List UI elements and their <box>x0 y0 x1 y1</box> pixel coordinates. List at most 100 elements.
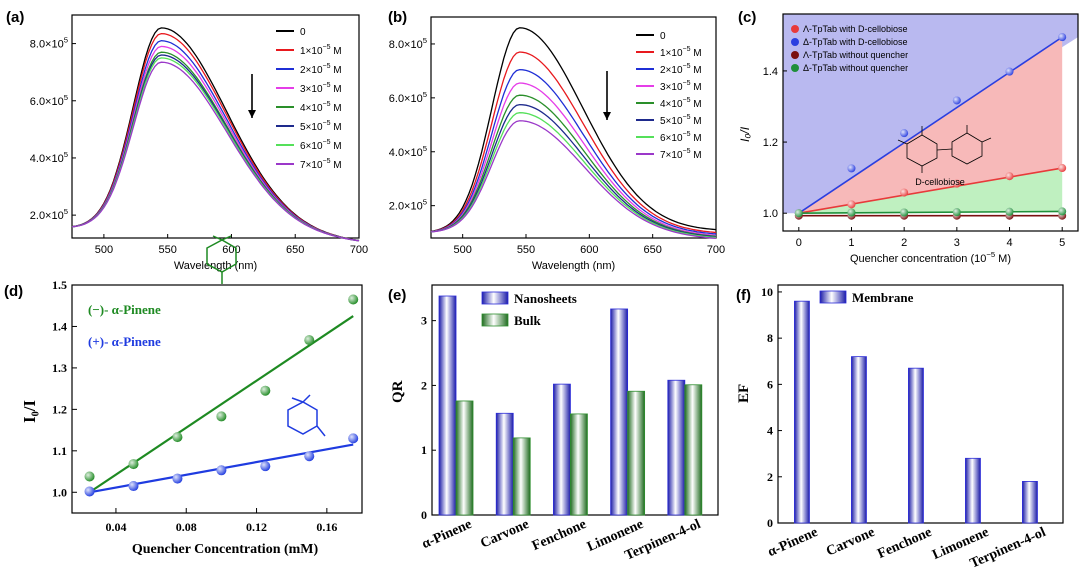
f-bar-0-2 <box>908 367 924 524</box>
b-x-tick-label: 550 <box>517 244 535 256</box>
c-legend-marker-2 <box>791 51 799 59</box>
c-point-shine-0-5 <box>1058 164 1067 173</box>
a-series-line-7 <box>71 61 360 242</box>
d-point-shine-0-5 <box>304 335 315 346</box>
f-y-tick-label: 2 <box>767 470 773 484</box>
panel-label-c: (c) <box>738 9 756 26</box>
e-legend-swatch-0 <box>481 291 509 305</box>
a-x-tick-label: 550 <box>158 244 176 256</box>
d-point-shine-0-6 <box>348 294 359 305</box>
f-bar-0-4 <box>1022 481 1038 524</box>
d-point-shine-1-5 <box>304 451 315 462</box>
panel-label-a: (a) <box>6 9 24 26</box>
panel-label-b: (b) <box>388 9 407 26</box>
d-point-shine-0-2 <box>172 432 183 443</box>
a-legend-label-2: 2×10−5 M <box>300 63 342 76</box>
d-y-tick-label: 1.4 <box>52 319 67 333</box>
b-series-line-6 <box>430 112 717 239</box>
c-x-tick-label: 2 <box>901 237 907 249</box>
e-y-tick-label: 3 <box>421 314 427 328</box>
a-legend-label-4: 4×10−5 M <box>300 101 342 114</box>
a-y-tick-label: 8.0×105 <box>30 36 68 51</box>
d-x-tick-label: 0.12 <box>246 520 267 534</box>
c-point-shine-3-3 <box>952 208 961 217</box>
d-y-tick-label: 1.5 <box>52 278 67 292</box>
c-legend-marker-0 <box>791 25 799 33</box>
b-legend-label-1: 1×10−5 M <box>660 46 702 59</box>
b-legend-label-6: 6×10−5 M <box>660 131 702 144</box>
d-plot-frame <box>71 284 363 514</box>
e-bar-0-2 <box>553 383 571 516</box>
d-y-tick-label: 1.2 <box>52 402 67 416</box>
c-point-shine-3-0 <box>794 209 803 218</box>
f-y-tick-label: 0 <box>767 516 773 530</box>
panel-label-f: (f) <box>736 287 751 304</box>
a-legend-label-7: 7×10−5 M <box>300 158 342 171</box>
a-legend-label-1: 1×10−5 M <box>300 44 342 57</box>
f-legend-label-0: Membrane <box>852 290 914 305</box>
b-series-line-0 <box>430 27 717 232</box>
c-region-above-blue <box>783 14 1078 214</box>
e-bar-0-4 <box>667 379 686 516</box>
d-point-shine-1-6 <box>348 433 359 444</box>
e-category-label-1: Carvone <box>478 517 531 552</box>
e-y-tick-label: 2 <box>421 378 427 392</box>
c-point-shine-3-1 <box>847 208 856 217</box>
e-bar-0-3 <box>610 308 629 516</box>
d-point-shine-1-1 <box>128 481 139 492</box>
e-category-label-2: Fenchone <box>530 517 589 554</box>
f-category-label-0: α-Pinene <box>766 525 820 560</box>
a-x-tick-label: 650 <box>286 244 304 256</box>
f-bar-0-3 <box>965 457 981 524</box>
f-category-label-1: Carvone <box>824 525 877 560</box>
chart-d: 0.04 0.08 0.12 0.16 1.0 1.1 1.2 1.3 1.4 1.5 Quench… <box>20 235 363 557</box>
a-y-tick-label: 2.0×105 <box>30 207 68 222</box>
c-point-shine-0-1 <box>847 200 856 209</box>
a-trend-arrow-head <box>248 110 256 118</box>
d-y-tick-label: 1.1 <box>52 444 67 458</box>
f-legend-swatch-0 <box>819 290 847 304</box>
f-category-label-2: Fenchone <box>875 525 934 562</box>
d-x-tick-label: 0.08 <box>176 520 197 534</box>
b-series-line-4 <box>430 94 717 237</box>
d-legend-label-0: (−)- α-Pinene <box>88 302 161 317</box>
f-y-axis-title: EF <box>736 384 752 403</box>
f-y-tick-label: 10 <box>761 285 773 299</box>
c-legend-label-3: Δ-TpTab without quencher <box>803 63 908 73</box>
c-plot-frame <box>782 13 1079 232</box>
c-point-shine-0-4 <box>1005 172 1014 181</box>
e-category-label-0: α-Pinene <box>420 517 474 552</box>
c-fit-line-3 <box>798 210 1063 215</box>
c-legend-label-1: Δ-TpTab with D-cellobiose <box>803 37 908 47</box>
f-y-tick-label: 4 <box>767 424 773 438</box>
b-series-line-3 <box>430 82 717 237</box>
a-series-line-0 <box>71 27 360 242</box>
e-y-axis-title: QR <box>390 380 406 403</box>
c-point-shine-3-5 <box>1058 207 1067 216</box>
chart-c: 0 1 2 3 4 5 1.0 1.2 1.4 Quencher concentration (1… <box>738 13 1079 265</box>
e-bar-1-1 <box>512 437 531 516</box>
c-x-axis-title: Quencher concentration (10−5 M) <box>850 250 1011 265</box>
e-legend-label-1: Bulk <box>514 313 542 328</box>
c-x-tick-label: 3 <box>954 237 960 249</box>
b-legend-label-7: 7×10−5 M <box>660 148 702 161</box>
a-legend-label-0: 0 <box>300 27 306 38</box>
d-point-shine-1-3 <box>216 465 227 476</box>
f-bar-0-0 <box>794 300 810 524</box>
b-legend-label-5: 5×10−5 M <box>660 114 702 127</box>
d-point-shine-1-4 <box>260 461 271 472</box>
c-legend-marker-3 <box>791 64 799 72</box>
d-molecule-minus <box>206 235 237 284</box>
e-legend-swatch-1 <box>481 313 509 327</box>
d-y-tick-label: 1.3 <box>52 361 67 375</box>
b-legend-label-4: 4×10−5 M <box>660 97 702 110</box>
c-y-tick-label: 1.2 <box>763 137 778 149</box>
a-plot-frame <box>71 14 360 239</box>
e-bar-1-0 <box>455 400 474 516</box>
d-y-axis-title: I₀/I <box>20 400 39 423</box>
c-molecule-bonds <box>897 125 992 173</box>
d-x-axis-title: Quencher Concentration (mM) <box>132 542 319 557</box>
d-y-tick-label: 1.0 <box>52 485 67 499</box>
b-legend-label-0: 0 <box>660 31 666 42</box>
